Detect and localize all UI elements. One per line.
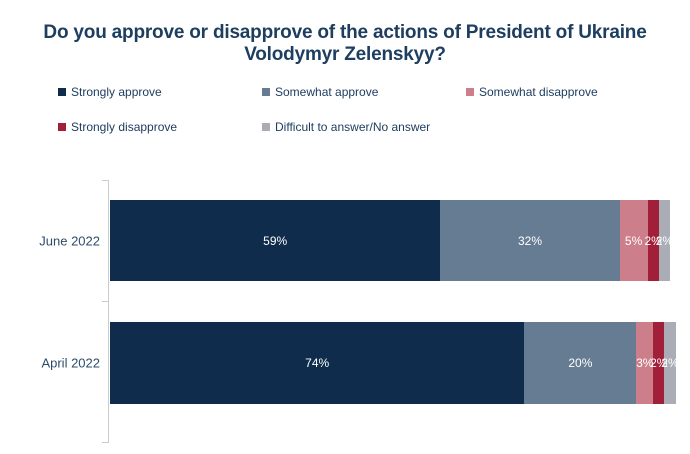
axis-tick bbox=[102, 180, 109, 181]
bar-row: 74% 20% 3% 2% 2% bbox=[110, 322, 679, 404]
legend-swatch-icon bbox=[262, 122, 270, 131]
bar-row: 59% 32% 5% 2% 2% bbox=[110, 200, 674, 281]
y-axis-line bbox=[108, 180, 109, 442]
axis-tick bbox=[102, 442, 109, 443]
bar-segment: 20% bbox=[524, 322, 637, 404]
legend-label: Strongly approve bbox=[71, 84, 162, 99]
bar-segment: 2% bbox=[655, 200, 674, 281]
bar-segment: 2% bbox=[661, 322, 679, 404]
category-label: April 2022 bbox=[41, 355, 100, 371]
legend-label: Difficult to answer/No answer bbox=[275, 119, 431, 134]
bar-segment: 3% bbox=[636, 322, 653, 404]
value-label: 74% bbox=[305, 356, 330, 370]
legend-swatch-icon bbox=[58, 87, 66, 96]
legend-item: Somewhat approve bbox=[262, 84, 466, 99]
bar-segment: 2% bbox=[650, 322, 668, 404]
value-label: 20% bbox=[568, 356, 593, 370]
value-label: 2% bbox=[655, 233, 674, 248]
legend-label: Somewhat disapprove bbox=[479, 84, 598, 99]
category-label: June 2022 bbox=[39, 233, 100, 248]
chart-legend: Strongly approve Somewhat approve Somewhat… bbox=[58, 84, 673, 134]
value-label: 5% bbox=[624, 233, 643, 248]
axis-tick bbox=[102, 301, 109, 302]
legend-swatch-icon bbox=[466, 87, 474, 96]
legend-item: Strongly approve bbox=[58, 84, 262, 99]
bar-segment: 32% bbox=[440, 200, 620, 281]
legend-item: Somewhat disapprove bbox=[466, 84, 670, 99]
bar-segment: 59% bbox=[110, 200, 441, 281]
legend-swatch-icon bbox=[58, 122, 66, 131]
bar-segment: 74% bbox=[110, 322, 525, 404]
value-label: 3% bbox=[636, 356, 654, 370]
value-label: 2% bbox=[644, 233, 662, 248]
value-label: 59% bbox=[263, 233, 288, 248]
chart-title: Do you approve or disapprove of the acti… bbox=[43, 22, 647, 66]
legend-item: Difficult to answer/No answer bbox=[262, 119, 466, 134]
bar-segment: 2% bbox=[644, 200, 662, 281]
value-label: 32% bbox=[517, 233, 542, 248]
value-label: 2% bbox=[650, 356, 668, 370]
value-label: 2% bbox=[661, 356, 679, 370]
legend-swatch-icon bbox=[262, 87, 270, 96]
legend-label: Somewhat approve bbox=[275, 84, 379, 99]
bar-segment: 5% bbox=[619, 200, 648, 281]
legend-item: Strongly disapprove bbox=[58, 119, 262, 134]
legend-label: Strongly disapprove bbox=[71, 119, 178, 134]
